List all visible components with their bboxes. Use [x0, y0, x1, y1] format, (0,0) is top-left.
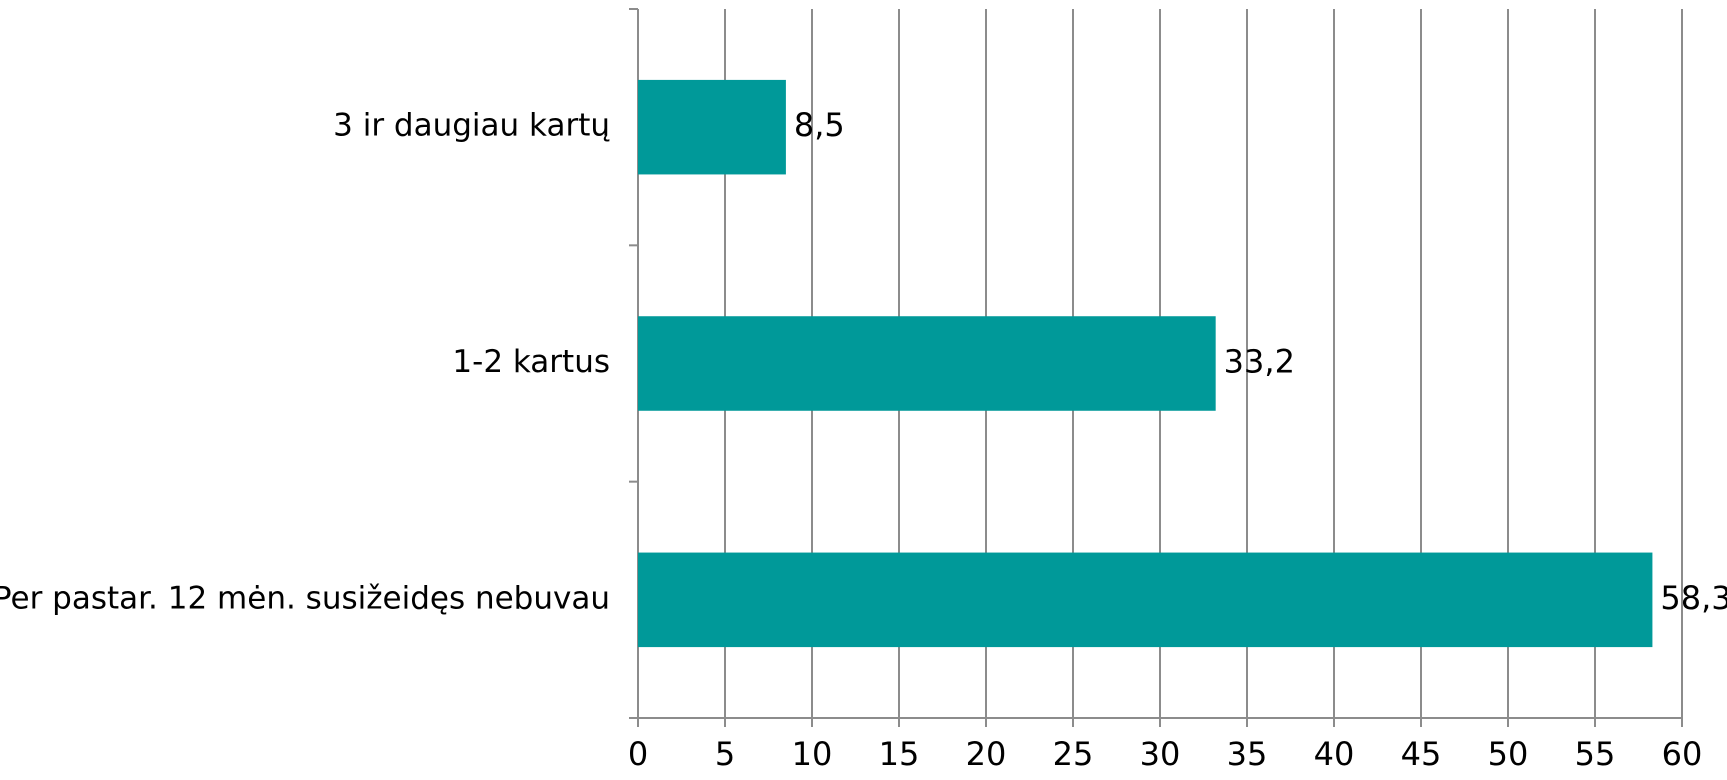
- x-tick-label: 55: [1575, 735, 1616, 773]
- x-tick-label: 35: [1227, 735, 1268, 773]
- y-tick-label: Per pastar. 12 mėn. susižeidęs nebuvau: [0, 580, 610, 616]
- y-tick-label: 3 ir daugiau kartų: [333, 108, 610, 144]
- y-tick-label: 1-2 kartus: [452, 344, 610, 380]
- x-tick-label: 20: [966, 735, 1007, 773]
- x-tick-label: 10: [792, 735, 833, 773]
- data-label: 58,3: [1660, 579, 1727, 617]
- data-label: 33,2: [1224, 343, 1295, 381]
- x-tick-label: 25: [1053, 735, 1094, 773]
- bar: [638, 79, 786, 175]
- bar: [638, 552, 1653, 648]
- x-tick-label: 0: [628, 735, 648, 773]
- x-tick-label: 50: [1488, 735, 1529, 773]
- x-tick-label: 60: [1662, 735, 1703, 773]
- x-tick-label: 15: [879, 735, 920, 773]
- x-tick-label: 30: [1140, 735, 1181, 773]
- x-tick-label: 45: [1401, 735, 1442, 773]
- data-label: 8,5: [794, 106, 845, 144]
- x-tick-label: 5: [715, 735, 735, 773]
- bar: [638, 316, 1216, 411]
- x-tick-label: 40: [1314, 735, 1355, 773]
